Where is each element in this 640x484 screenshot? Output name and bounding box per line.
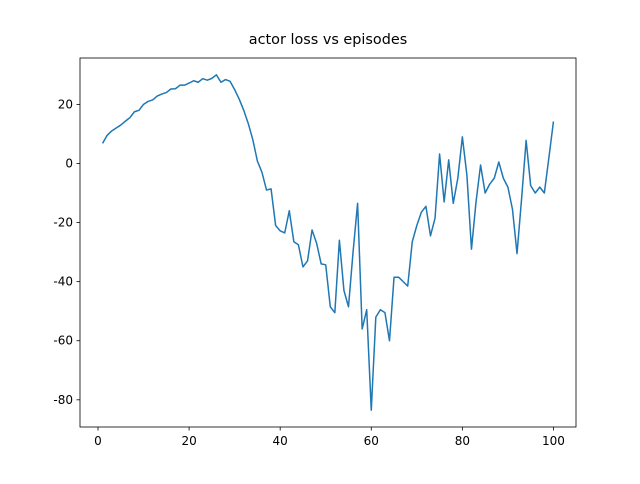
y-tick-label: -40: [53, 275, 73, 289]
data-line: [101, 74, 555, 411]
x-tick-label: 100: [542, 434, 565, 448]
y-tick-label: -20: [53, 216, 73, 230]
x-tick-label: 40: [273, 434, 288, 448]
y-tick-label: 0: [65, 156, 73, 170]
chart-title: actor loss vs episodes: [249, 32, 407, 48]
x-tick-label: 80: [455, 434, 470, 448]
x-tick-label: 60: [364, 434, 379, 448]
x-tick-label: 0: [94, 434, 102, 448]
y-tick-label: 20: [58, 97, 73, 111]
x-tick-label: 20: [181, 434, 196, 448]
plot-frame: [79, 57, 577, 428]
y-tick-label: -80: [53, 393, 73, 407]
y-tick-label: -60: [53, 334, 73, 348]
